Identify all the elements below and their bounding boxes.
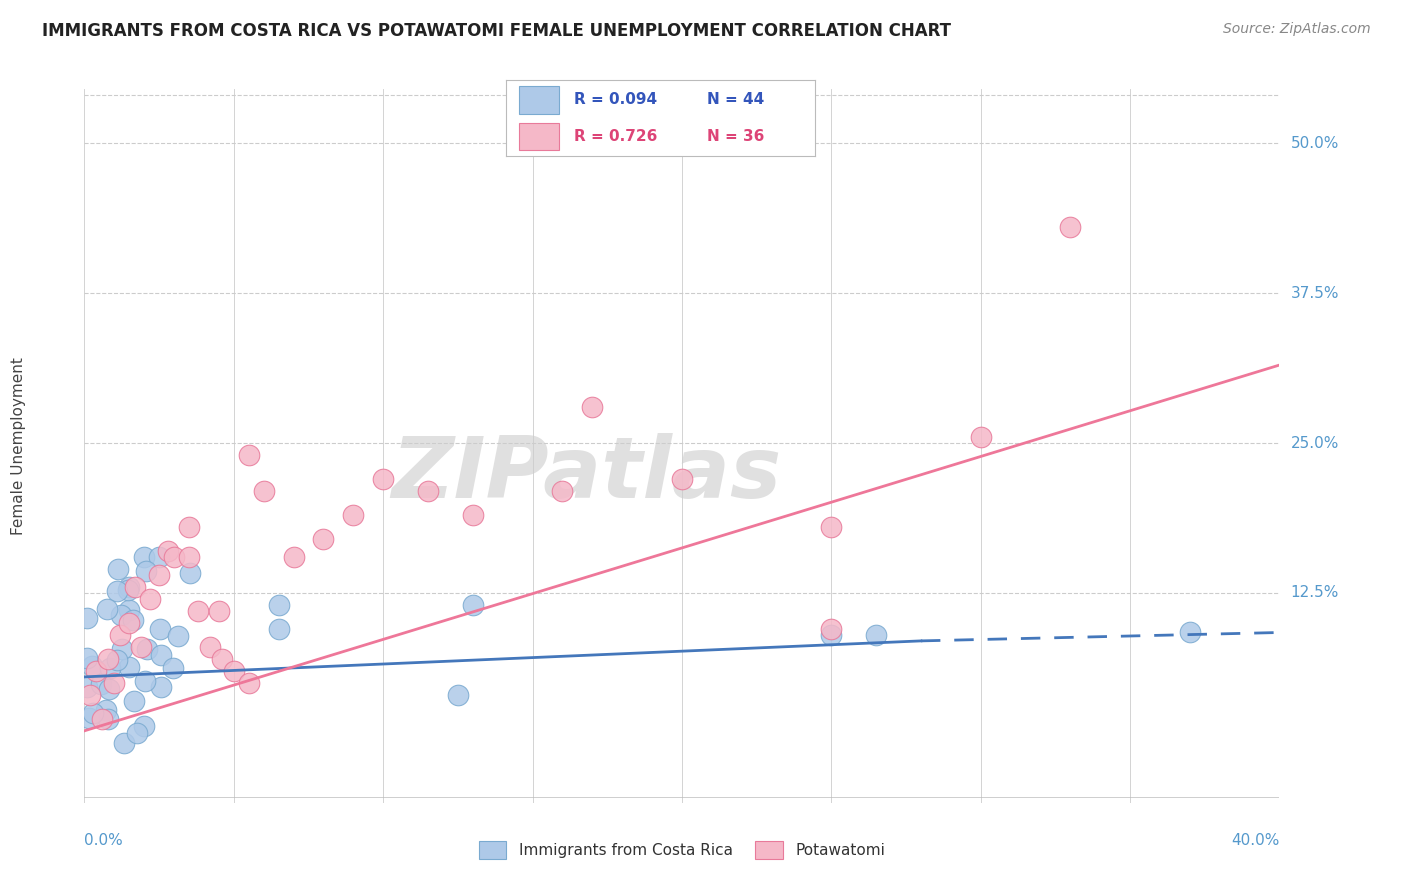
Bar [519,123,558,150]
Point [110,608,132,623]
Point [149,622,172,636]
Point [139,591,162,606]
Point [177,520,200,534]
Point [86,664,108,678]
Point [198,640,221,654]
Point [96,602,118,616]
Point [77,711,100,725]
Point [820,622,842,636]
Point [112,735,135,749]
Point [1059,220,1081,235]
Point [117,583,139,598]
Point [94,703,117,717]
Point [148,549,170,564]
Text: 50.0%: 50.0% [1291,136,1339,151]
Point [122,613,145,627]
Point [342,508,364,522]
Point [267,622,290,636]
Point [97,712,120,726]
Point [208,604,231,618]
Text: 37.5%: 37.5% [1291,285,1339,301]
Point [98,681,121,696]
Point [447,688,470,702]
Point [118,660,141,674]
Point [124,580,146,594]
Text: 0.0%: 0.0% [84,833,124,848]
Point [122,693,145,707]
Point [671,472,693,486]
Text: 40.0%: 40.0% [1232,833,1279,848]
Point [127,726,149,740]
Point [167,629,190,643]
Point [187,604,209,618]
Text: N = 44: N = 44 [707,93,765,108]
Point [865,628,887,642]
Point [79,688,101,702]
Text: ZIPatlas: ZIPatlas [391,433,782,516]
Point [461,508,484,522]
Point [118,615,141,630]
Text: R = 0.094: R = 0.094 [574,93,658,108]
Point [136,641,159,656]
Point [91,712,114,726]
Point [253,483,276,498]
Point [76,680,98,694]
Point [238,448,260,462]
Point [134,719,156,733]
Point [371,472,394,486]
Point [551,483,574,498]
Point [150,648,173,663]
Point [118,602,141,616]
Point [129,640,152,654]
Text: R = 0.726: R = 0.726 [574,128,658,144]
Point [107,562,129,576]
Point [312,532,335,546]
Point [179,566,201,580]
Point [103,676,125,690]
Point [110,628,132,642]
Point [111,641,134,656]
Point [820,520,842,534]
Point [135,564,157,578]
Text: N = 36: N = 36 [707,128,765,144]
Point [82,706,104,720]
Point [100,661,122,675]
Point [148,568,170,582]
Legend: Immigrants from Costa Rica, Potawatomi: Immigrants from Costa Rica, Potawatomi [471,834,893,866]
Point [149,681,172,695]
Point [211,652,233,666]
Point [90,677,112,691]
Point [581,400,603,414]
Point [1178,625,1201,640]
Point [283,549,305,564]
Point [105,584,128,599]
Point [163,549,186,564]
Point [134,673,156,688]
Point [76,610,98,624]
Point [132,549,156,564]
Point [820,628,842,642]
Point [105,652,128,666]
Point [416,483,439,498]
Point [970,430,993,444]
Point [118,580,141,594]
Text: IMMIGRANTS FROM COSTA RICA VS POTAWATOMI FEMALE UNEMPLOYMENT CORRELATION CHART: IMMIGRANTS FROM COSTA RICA VS POTAWATOMI… [42,22,952,40]
Point [157,544,180,558]
Point [80,659,103,673]
Point [238,676,260,690]
Point [76,651,98,665]
Bar [519,87,558,113]
Text: 12.5%: 12.5% [1291,585,1339,600]
Point [177,549,200,564]
Text: Female Unemployment: Female Unemployment [11,357,27,535]
Point [461,598,484,612]
Point [222,664,245,678]
Point [97,652,120,666]
Point [267,598,290,612]
Text: 25.0%: 25.0% [1291,435,1339,450]
Point [162,661,184,675]
Text: Source: ZipAtlas.com: Source: ZipAtlas.com [1223,22,1371,37]
